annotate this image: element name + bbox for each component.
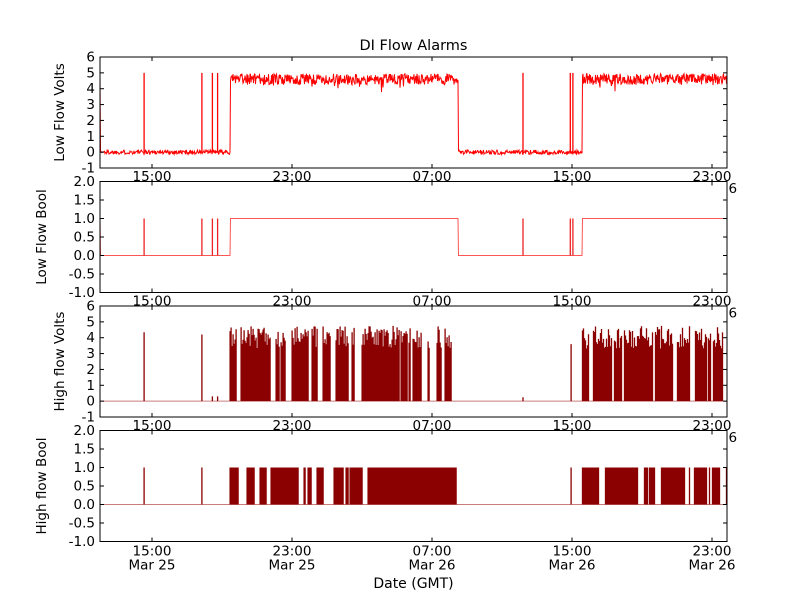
axes-frame (99, 181, 728, 293)
y-tick-label: 5 (86, 65, 95, 81)
y-tick-label: 2.0 (74, 423, 95, 439)
x-tick-time-label: 23:00 (693, 544, 732, 560)
x-tick-date-label: Mar 25 (129, 558, 176, 574)
y-tick-label: 2.0 (74, 174, 95, 190)
y-tick-label: 1.0 (74, 211, 95, 227)
x-tick-time-label: 15:00 (553, 544, 592, 560)
y-tick-label: 1.5 (74, 193, 95, 209)
y-axis-label-high-flow-volts: High flow Volts (52, 312, 68, 412)
y-tick-label: 0.0 (74, 248, 95, 264)
spike-trace (143, 218, 574, 256)
subplot-low-flow-bool: 2.01.51.00.50.0-0.5-1.015:00 23:00 07:00 15… (34, 174, 737, 310)
spike-trace (143, 72, 574, 153)
y-tick-label: 6 (86, 299, 95, 315)
right-corner-label: 6 (729, 306, 738, 322)
y-axis-label-low-flow-bool: Low Flow Bool (34, 189, 50, 285)
y-tick-label: -1 (82, 161, 95, 177)
chart-title: DI Flow Alarms (360, 38, 468, 54)
y-tick-label: 1 (86, 129, 95, 145)
spike-trace (143, 332, 572, 402)
spike-trace (143, 467, 572, 505)
y-tick-label: 4 (86, 330, 95, 346)
y-tick-label: -1.0 (69, 534, 95, 550)
x-tick-date-label: Mar 25 (269, 558, 316, 574)
y-tick-label: 3 (86, 97, 95, 113)
y-axis-label-high-flow-bool: High flow Bool (34, 438, 50, 535)
right-corner-label: 6 (729, 181, 738, 197)
y-tick-label: 1.5 (74, 442, 95, 458)
y-tick-label: 1 (86, 378, 95, 394)
y-tick-label: 2 (86, 113, 95, 129)
x-axis-label: Date (GMT) (373, 576, 453, 592)
y-tick-label: 0.5 (74, 230, 95, 246)
y-tick-label: 5 (86, 314, 95, 330)
y-tick-label: 0.0 (74, 497, 95, 513)
y-tick-label: 4 (86, 81, 95, 97)
y-tick-label: 3 (86, 346, 95, 362)
axes-frame (99, 305, 728, 418)
x-tick-date-label: Mar 26 (409, 558, 456, 574)
y-tick-label: -0.5 (69, 267, 95, 283)
x-tick-time-label: 23:00 (273, 544, 312, 560)
y-tick-label: 0.5 (74, 479, 95, 495)
right-corner-label: 6 (729, 430, 738, 446)
y-tick-label: 0 (86, 394, 95, 410)
y-axis-label-low-flow-volts: Low Flow Volts (52, 63, 68, 162)
axes-frame (99, 56, 728, 169)
signal-trace (99, 72, 728, 157)
y-tick-label: 6 (86, 50, 95, 66)
x-tick-date-label: Mar 26 (689, 558, 736, 574)
burst-trace (229, 325, 724, 402)
y-tick-label: -1.0 (69, 285, 95, 301)
x-tick-date-label: Mar 26 (549, 558, 596, 574)
y-tick-label: 0 (86, 145, 95, 161)
y-tick-label: -0.5 (69, 516, 95, 532)
x-tick-time-label: 07:00 (413, 544, 452, 560)
y-tick-label: 1.0 (74, 460, 95, 476)
y-tick-label: -1 (82, 410, 95, 426)
signal-trace (99, 218, 727, 256)
y-tick-label: 2 (86, 362, 95, 378)
x-tick-time-label: 15:00 (133, 544, 172, 560)
burst-trace (229, 467, 728, 505)
